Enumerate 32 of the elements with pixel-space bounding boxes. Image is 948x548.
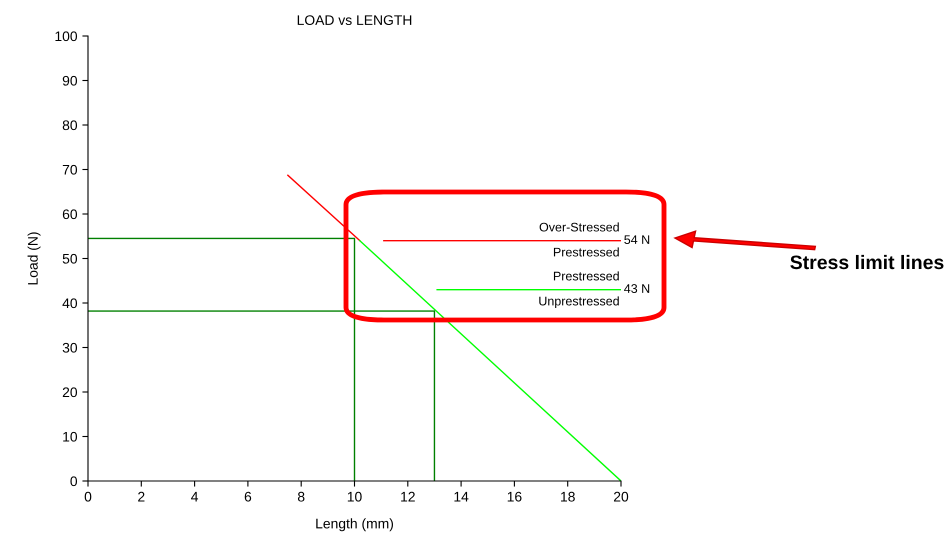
y-tick-label: 0 [70, 476, 78, 486]
chart-title: LOAD vs LENGTH [298, 15, 412, 26]
y-tick-label: 100 [55, 31, 78, 42]
annotation: Prestressed [554, 247, 619, 257]
y-tick-label: 30 [62, 342, 78, 353]
y-tick-label: 60 [62, 209, 78, 220]
x-tick-label: 8 [298, 492, 304, 502]
annotation: 54 N [624, 235, 650, 244]
x-tick-label: 6 [244, 492, 252, 502]
x-tick-label: 10 [348, 492, 362, 502]
y-tick-label: 50 [62, 254, 78, 264]
x-tick-label: 0 [84, 492, 92, 502]
x-tick-label: 16 [508, 492, 522, 502]
y-tick-label: 20 [62, 387, 78, 398]
y-tick-label: 10 [63, 432, 78, 442]
x-tick-label: 14 [454, 492, 468, 502]
y-tick-label: 70 [62, 164, 78, 175]
x-axis-title: Length (mm) [316, 518, 394, 532]
text: Stress limit lines [790, 254, 944, 270]
y-axis-title: Load (N) [28, 232, 41, 284]
annotation: Over-Stressed [540, 222, 619, 232]
x-tick-label: 2 [138, 492, 144, 502]
x-tick-label: 12 [401, 492, 415, 502]
annotation: Prestressed [554, 271, 619, 281]
y-tick-label: 80 [62, 120, 78, 130]
x-tick-label: 20 [614, 492, 628, 502]
x-tick-label: 4 [191, 492, 198, 502]
annotation: Unprestressed [539, 296, 619, 308]
annotation: 43 N [624, 284, 650, 294]
y-tick-label: 90 [62, 76, 78, 86]
x-tick-label: 18 [561, 492, 575, 502]
y-tick-label: 40 [62, 298, 78, 308]
